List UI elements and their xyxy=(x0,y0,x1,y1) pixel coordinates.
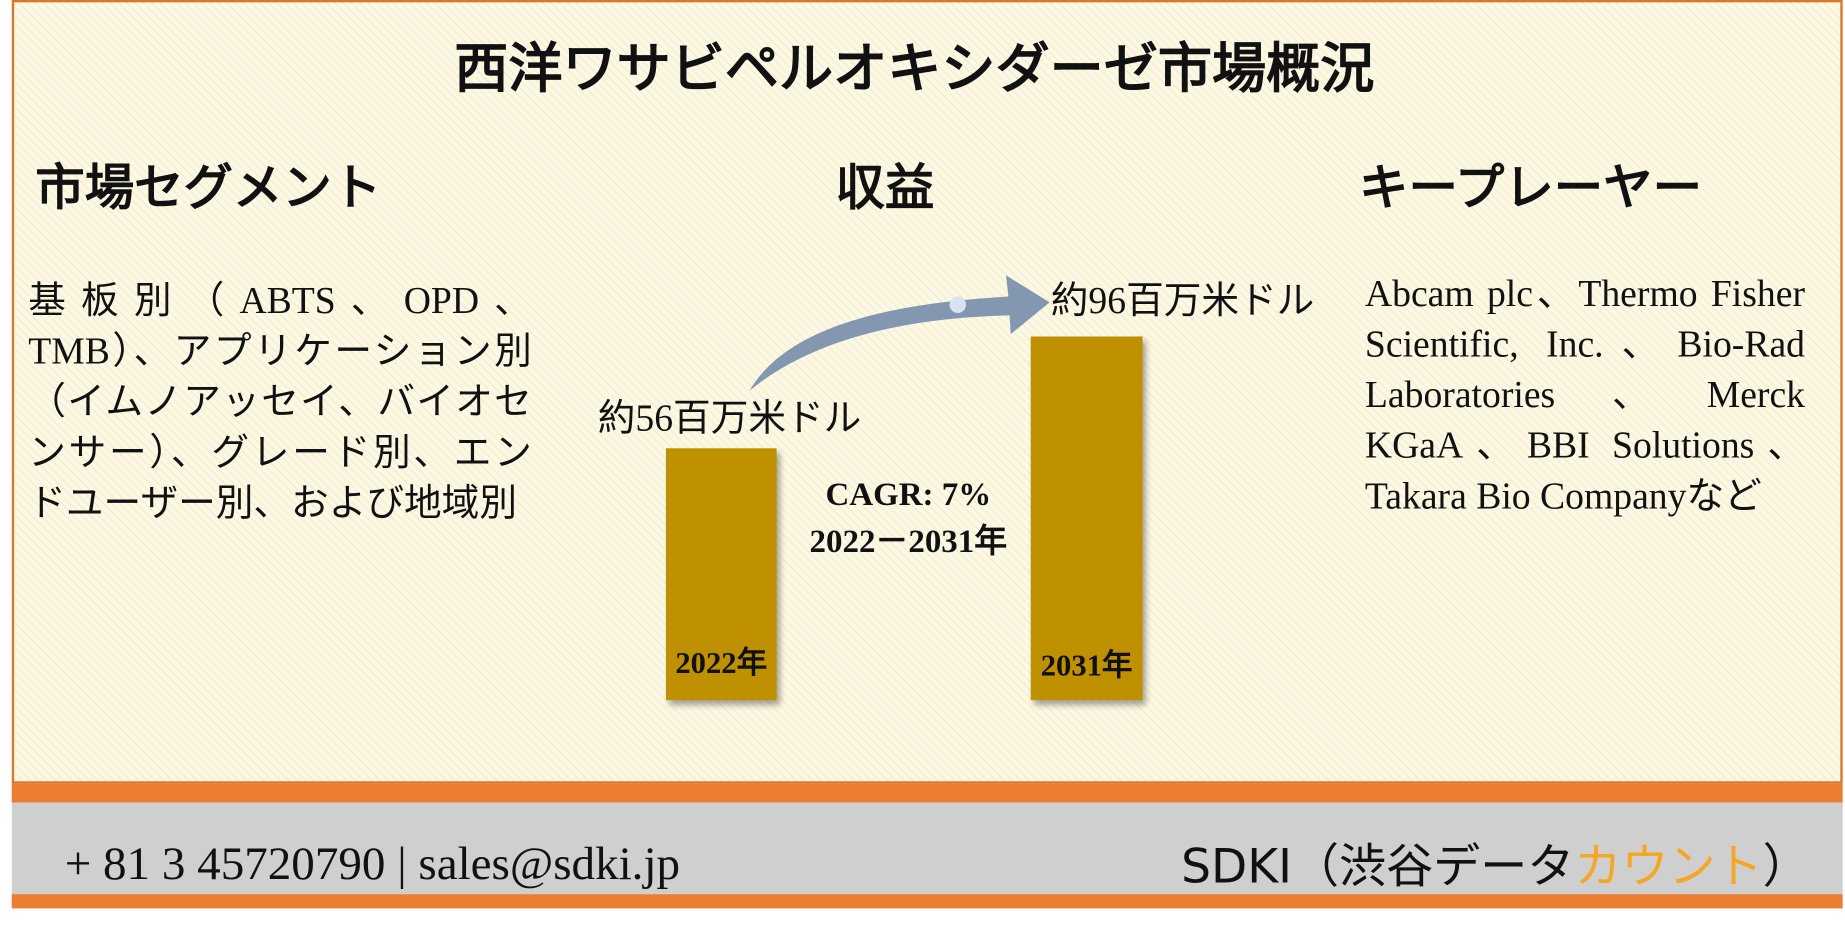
end-year: 2031年 xyxy=(1040,648,1133,683)
brand-close: ） xyxy=(1762,840,1810,895)
segments-text: 基板別（ABTS、OPD、TMB）、アプリケーション別（イムノアッセイ、バイオセ… xyxy=(28,278,532,524)
start-value: 約56百万米ドル xyxy=(597,396,862,439)
title: 西洋ワサビペルオキシダーゼ市場概況 xyxy=(454,38,1375,99)
contact: + 81 3 45720790 | sales@sdki.jp xyxy=(64,836,681,890)
arrow xyxy=(749,275,1050,391)
brand-name: SDKI（渋谷データ xyxy=(1181,840,1575,895)
period: 2022－2031年 xyxy=(809,523,1008,561)
revenue-heading: 収益 xyxy=(835,162,935,217)
growth-arrow xyxy=(749,275,1050,391)
start-year: 2022年 xyxy=(675,645,768,681)
cagr: CAGR: 7% xyxy=(825,476,992,514)
panel: 西洋ワサビペルオキシダーゼ市場概況 市場セグメント 収益 キープレーヤー 基板別… xyxy=(11,0,1843,784)
segments-heading: 市場セグメント xyxy=(35,162,382,217)
bar-2031 xyxy=(1030,336,1143,701)
end-value: 約96百万米ドル xyxy=(1050,278,1315,322)
bar-2022 xyxy=(665,448,777,701)
players-text: Abcam plc、Thermo Fisher Scientific, Inc.… xyxy=(1364,271,1805,517)
players-heading: キープレーヤー xyxy=(1359,162,1703,217)
footer: + 81 3 45720790 | sales@sdki.jp SDKI（渋谷デ… xyxy=(11,783,1843,909)
brand-highlight: カウント xyxy=(1574,840,1763,895)
brand: SDKI（渋谷データカウント） xyxy=(1181,828,1810,896)
arrow-dot xyxy=(949,296,967,313)
